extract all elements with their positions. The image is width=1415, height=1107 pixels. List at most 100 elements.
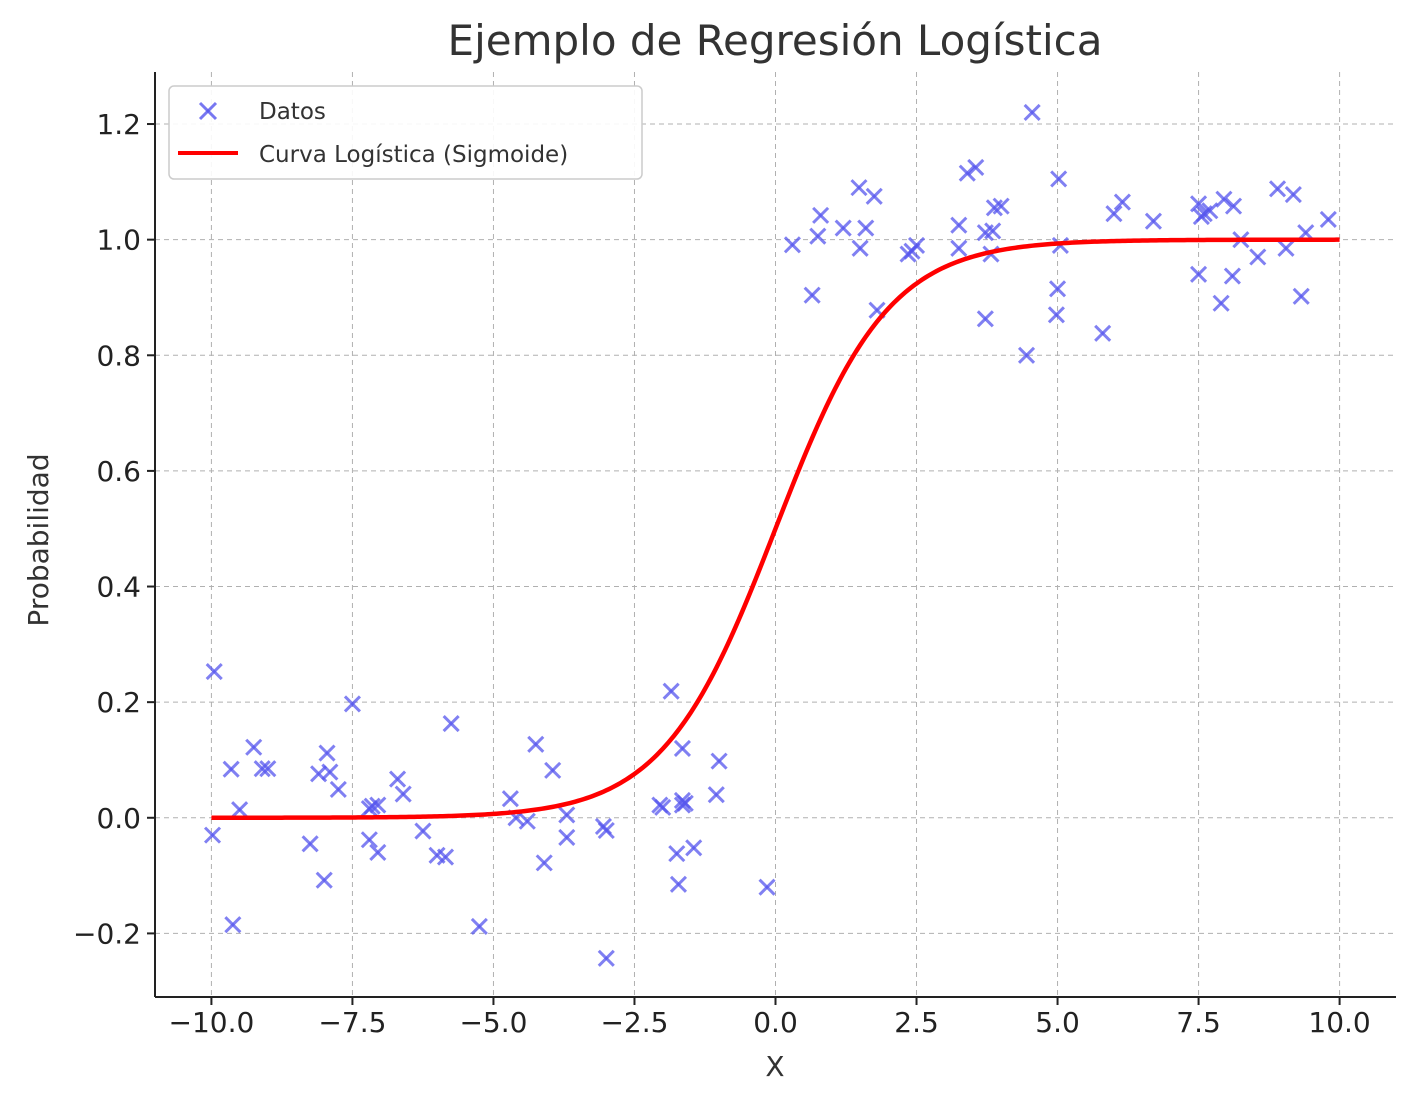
data-point xyxy=(851,239,869,257)
x-tick-label: 10.0 xyxy=(1308,1006,1370,1039)
data-point xyxy=(1017,346,1036,364)
data-point xyxy=(783,236,801,254)
data-point xyxy=(967,158,985,176)
data-point xyxy=(1224,197,1243,215)
x-tick-label: 7.5 xyxy=(1176,1006,1221,1039)
data-point xyxy=(501,790,519,808)
data-point xyxy=(544,761,562,779)
data-point xyxy=(850,179,868,197)
data-point xyxy=(363,797,381,815)
data-point xyxy=(315,871,333,889)
data-point xyxy=(558,828,576,846)
data-point xyxy=(950,239,968,257)
legend-marker-datos xyxy=(198,101,218,121)
data-point xyxy=(809,227,827,245)
data-point xyxy=(1292,287,1310,305)
data-point xyxy=(1212,294,1230,312)
data-point xyxy=(1215,190,1233,208)
data-point xyxy=(1319,210,1337,228)
y-axis-label: Probabilidad xyxy=(22,453,55,626)
data-point xyxy=(1094,324,1112,342)
data-point xyxy=(1023,103,1041,122)
y-tick-label: 0.4 xyxy=(96,571,141,604)
data-point xyxy=(321,763,339,781)
data-point xyxy=(1113,193,1131,211)
data-point xyxy=(414,822,432,840)
data-point xyxy=(527,735,545,753)
data-point xyxy=(1144,212,1163,230)
x-tick-label: 5.0 xyxy=(1035,1006,1080,1039)
data-point xyxy=(1050,170,1068,188)
data-point xyxy=(668,845,686,863)
data-point xyxy=(203,826,222,844)
x-axis-label: X xyxy=(765,1050,784,1083)
data-point xyxy=(758,878,776,896)
sigmoid-curve xyxy=(211,237,1340,821)
legend-box xyxy=(168,85,643,180)
data-point xyxy=(558,806,576,824)
x-tick-label: −10.0 xyxy=(169,1006,255,1039)
x-tick-label: 2.5 xyxy=(894,1006,939,1039)
data-point xyxy=(1105,205,1123,223)
data-point xyxy=(834,219,852,237)
data-point xyxy=(535,854,553,872)
data-point xyxy=(662,682,680,700)
data-point xyxy=(470,917,488,936)
data-point xyxy=(301,835,319,853)
data-point xyxy=(812,206,830,224)
data-point xyxy=(1201,202,1219,220)
data-point xyxy=(597,821,615,840)
y-tick-label: 0.6 xyxy=(96,455,141,488)
data-point xyxy=(369,843,387,862)
legend-label-datos: Datos xyxy=(259,99,326,125)
y-tick-label: −0.2 xyxy=(73,917,141,950)
x-tick-label: −5.0 xyxy=(459,1006,527,1039)
data-point xyxy=(1223,267,1241,285)
data-point xyxy=(597,949,615,967)
data-point xyxy=(1249,248,1267,266)
y-tick-label: 0.0 xyxy=(96,802,141,835)
legend-label-curva: Curva Logística (Sigmoide) xyxy=(259,142,568,168)
data-point xyxy=(857,219,875,237)
data-point xyxy=(803,286,821,304)
data-point xyxy=(907,236,926,254)
y-tick-label: 0.8 xyxy=(96,339,141,372)
data-point xyxy=(950,216,968,234)
data-point xyxy=(1277,239,1295,257)
data-point xyxy=(360,831,378,849)
x-tick-label: −2.5 xyxy=(600,1006,668,1039)
y-tick-label: 0.2 xyxy=(96,686,141,719)
legend: Datos Curva Logística (Sigmoide) xyxy=(168,85,643,180)
data-point xyxy=(231,801,249,819)
data-point xyxy=(205,662,223,681)
data-point xyxy=(518,812,536,830)
data-point xyxy=(710,752,728,770)
data-point xyxy=(388,770,407,788)
data-point xyxy=(1190,195,1208,213)
y-tick-label: 1.0 xyxy=(96,224,141,257)
y-tick-label: 1.2 xyxy=(96,108,141,141)
data-point xyxy=(1048,280,1067,298)
chart-title: Ejemplo de Regresión Logística xyxy=(448,16,1103,65)
data-point xyxy=(343,695,361,713)
data-point xyxy=(369,796,387,814)
data-point xyxy=(442,714,460,733)
data-point xyxy=(992,197,1010,215)
data-point xyxy=(436,848,455,866)
data-point xyxy=(958,164,976,182)
x-tick-label: −7.5 xyxy=(318,1006,386,1039)
data-point xyxy=(654,798,672,816)
data-point xyxy=(976,310,994,328)
data-point xyxy=(1284,186,1302,204)
x-tick-label: 0.0 xyxy=(753,1006,798,1039)
data-point xyxy=(394,785,412,803)
data-point xyxy=(707,786,725,804)
data-point xyxy=(1190,265,1208,283)
data-point xyxy=(984,222,1002,240)
sigmoid-curve-layer xyxy=(211,237,1340,821)
data-point xyxy=(224,916,242,934)
data-point xyxy=(1047,306,1065,324)
